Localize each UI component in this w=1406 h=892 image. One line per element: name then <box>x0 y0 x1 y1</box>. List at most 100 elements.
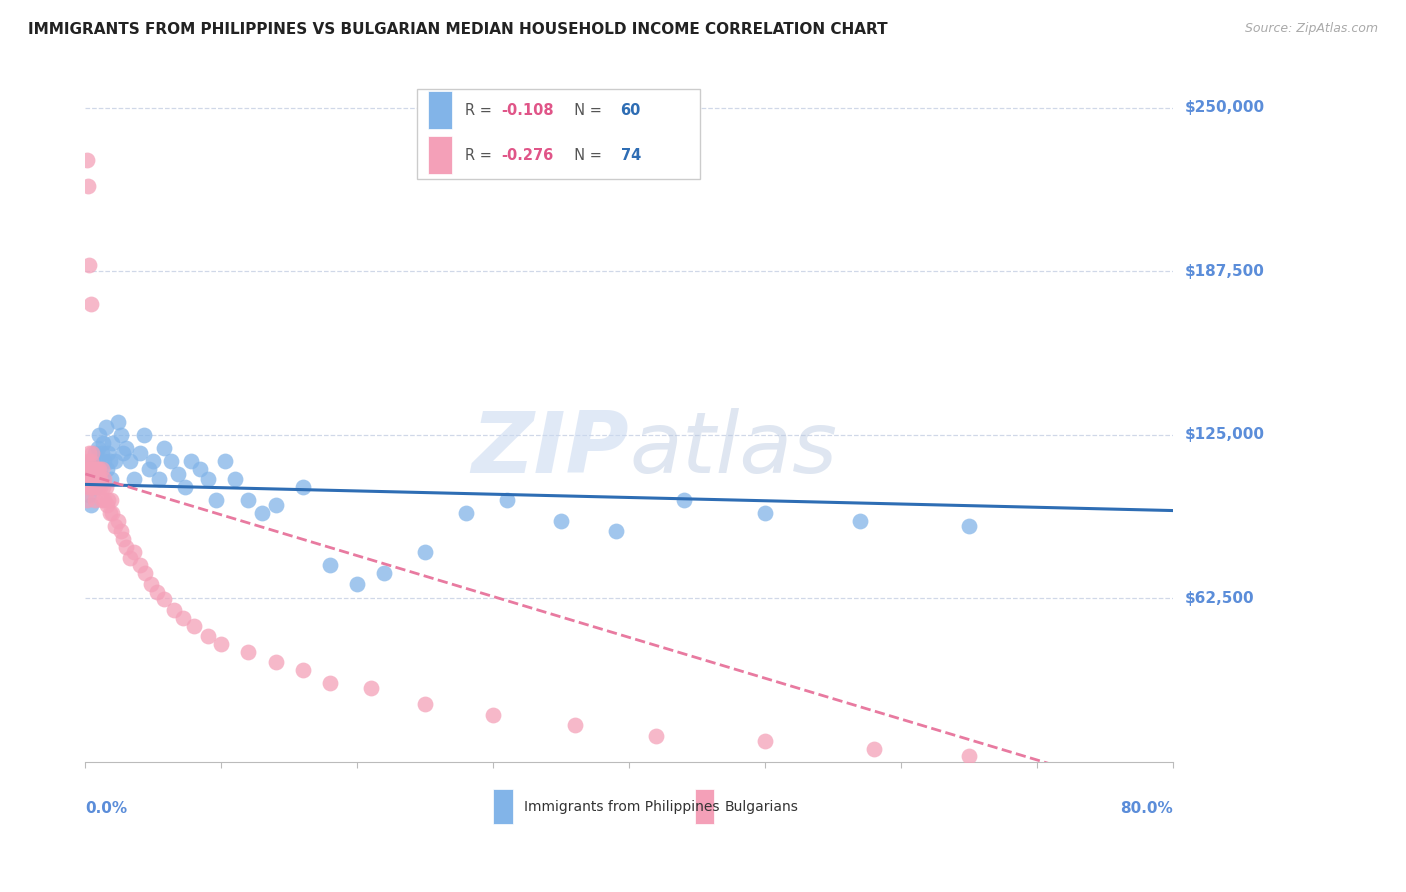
Point <box>482 707 505 722</box>
Point <box>104 454 127 468</box>
Point <box>550 514 572 528</box>
Point <box>264 655 287 669</box>
Point <box>83 472 105 486</box>
Point <box>82 472 104 486</box>
Point <box>100 472 122 486</box>
Point <box>83 480 105 494</box>
Point <box>104 519 127 533</box>
Point <box>84 480 107 494</box>
Point <box>672 493 695 508</box>
Point <box>101 435 124 450</box>
Point <box>132 427 155 442</box>
Point <box>264 499 287 513</box>
Point <box>90 446 112 460</box>
Point <box>413 697 436 711</box>
Bar <box>695 789 714 824</box>
Point <box>112 446 135 460</box>
Point <box>80 480 103 494</box>
Point <box>180 454 202 468</box>
Point <box>76 472 98 486</box>
Point <box>82 472 104 486</box>
Text: 60: 60 <box>620 103 641 118</box>
Point <box>80 297 103 311</box>
Point <box>86 480 108 494</box>
Point <box>80 461 103 475</box>
Point <box>83 446 105 460</box>
Point <box>291 663 314 677</box>
Point <box>86 441 108 455</box>
Point <box>76 153 98 167</box>
Point <box>205 493 228 508</box>
Point <box>454 506 477 520</box>
Text: N =: N = <box>565 103 606 118</box>
Point <box>605 524 627 539</box>
Text: Source: ZipAtlas.com: Source: ZipAtlas.com <box>1244 22 1378 36</box>
Point <box>346 576 368 591</box>
Point <box>496 493 519 508</box>
Point <box>77 461 100 475</box>
Point <box>89 461 111 475</box>
Point <box>319 676 342 690</box>
Point <box>96 499 118 513</box>
Point <box>128 446 150 460</box>
Text: $125,000: $125,000 <box>1184 427 1264 442</box>
Point <box>82 480 104 494</box>
Text: R =: R = <box>465 148 496 162</box>
Text: atlas: atlas <box>630 409 837 491</box>
Point <box>160 454 183 468</box>
Point <box>134 566 156 581</box>
Point <box>957 749 980 764</box>
Point <box>93 472 115 486</box>
Point <box>82 461 104 475</box>
Text: -0.276: -0.276 <box>501 148 553 162</box>
Point <box>188 461 211 475</box>
Text: 80.0%: 80.0% <box>1121 800 1173 815</box>
Point <box>197 629 219 643</box>
Point <box>107 415 129 429</box>
Point <box>238 645 260 659</box>
Point <box>87 472 110 486</box>
Point <box>90 461 112 475</box>
Bar <box>427 136 451 174</box>
Point <box>863 741 886 756</box>
Point <box>77 179 100 194</box>
Point <box>183 618 205 632</box>
Point <box>91 435 114 450</box>
Point <box>110 524 132 539</box>
Point <box>89 480 111 494</box>
Point <box>94 420 117 434</box>
Bar <box>494 789 513 824</box>
Point <box>93 454 115 468</box>
Point <box>120 550 142 565</box>
Point <box>110 427 132 442</box>
Point <box>107 514 129 528</box>
Point <box>84 472 107 486</box>
Point <box>238 493 260 508</box>
Text: -0.108: -0.108 <box>501 103 554 118</box>
Point <box>96 461 118 475</box>
Point <box>115 540 138 554</box>
Point <box>79 488 101 502</box>
Point <box>153 592 176 607</box>
Point <box>77 480 100 494</box>
Point <box>564 718 586 732</box>
Point <box>79 446 101 460</box>
Point <box>122 472 145 486</box>
Point <box>115 441 138 455</box>
Point <box>146 584 169 599</box>
Point <box>120 454 142 468</box>
Point <box>87 427 110 442</box>
Point <box>173 480 195 494</box>
Point <box>84 461 107 475</box>
Point <box>957 519 980 533</box>
Point <box>112 533 135 547</box>
Point <box>86 454 108 468</box>
Point <box>97 446 120 460</box>
Text: 0.0%: 0.0% <box>86 800 128 815</box>
Point <box>82 454 104 468</box>
Text: $62,500: $62,500 <box>1184 591 1254 606</box>
Point <box>91 480 114 494</box>
Point <box>98 506 121 520</box>
Text: 74: 74 <box>620 148 641 162</box>
Point <box>79 472 101 486</box>
